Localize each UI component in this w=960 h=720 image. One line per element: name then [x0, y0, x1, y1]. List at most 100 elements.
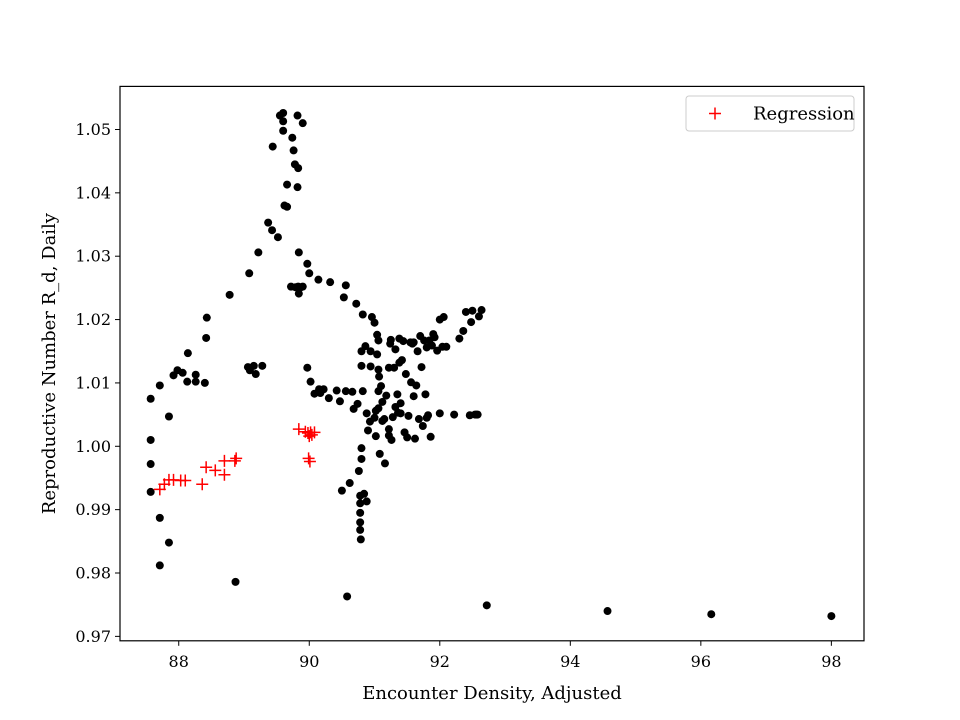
data-point	[390, 363, 399, 372]
series-regression	[153, 423, 321, 496]
data-point	[225, 290, 234, 299]
data-point	[374, 365, 383, 374]
data-point	[430, 333, 439, 342]
data-point	[388, 413, 397, 422]
data-point	[164, 412, 173, 421]
data-point	[324, 394, 333, 403]
legend-label-regression: Regression	[753, 104, 855, 125]
data-point	[191, 377, 200, 386]
data-point	[380, 459, 389, 468]
data-point	[435, 409, 444, 418]
y-tick-label: 1.01	[75, 373, 111, 392]
data-point	[183, 377, 192, 386]
data-point	[289, 146, 298, 155]
data-point	[356, 525, 365, 534]
regression-point	[228, 454, 241, 467]
data-point	[374, 404, 383, 413]
data-point	[396, 409, 405, 418]
data-point	[352, 299, 361, 308]
data-point	[303, 363, 312, 372]
legend-marker-regression	[709, 107, 721, 120]
data-point	[345, 479, 354, 488]
data-point	[231, 577, 240, 586]
data-point	[303, 259, 312, 268]
data-point	[404, 411, 413, 420]
data-point	[387, 435, 396, 444]
data-point	[427, 341, 436, 350]
data-point	[356, 518, 365, 527]
data-point	[183, 349, 192, 358]
data-point	[258, 361, 267, 370]
data-point	[426, 432, 435, 441]
y-tick-label: 1.03	[75, 247, 111, 266]
data-point	[412, 381, 421, 390]
regression-point	[305, 428, 318, 441]
data-point	[467, 318, 476, 327]
y-tick-label: 0.98	[75, 564, 111, 583]
plot-marks	[146, 109, 836, 621]
data-point	[358, 310, 367, 319]
data-point	[375, 372, 384, 381]
data-point	[283, 180, 292, 189]
data-point	[482, 601, 491, 610]
data-point	[337, 486, 346, 495]
data-point	[200, 378, 209, 387]
data-point	[424, 411, 433, 420]
data-point	[382, 391, 391, 400]
plot-frame	[119, 85, 865, 642]
data-point	[403, 433, 412, 442]
data-point	[268, 226, 277, 235]
data-point	[357, 454, 366, 463]
regression-point	[196, 478, 209, 491]
data-point	[146, 394, 155, 403]
data-point	[356, 535, 365, 544]
data-point	[370, 318, 379, 327]
x-tick-label: 92	[430, 652, 450, 671]
x-axis-label: Encounter Density, Adjusted	[362, 683, 622, 704]
data-point	[294, 248, 303, 257]
data-point	[332, 386, 341, 395]
data-point	[399, 337, 408, 346]
data-point	[341, 281, 350, 290]
data-point	[455, 334, 464, 343]
data-point	[146, 487, 155, 496]
data-point	[421, 390, 430, 399]
data-point	[298, 119, 307, 128]
legend: Regression	[685, 95, 855, 132]
y-axis-ticks: 0.97 0.98 0.99 1.00 1.01 1.02 1.03 1.04 1.05	[75, 120, 120, 646]
regression-point	[209, 464, 222, 477]
data-point	[249, 361, 258, 370]
regression-point	[200, 461, 213, 474]
data-point	[477, 306, 486, 315]
data-point	[146, 460, 155, 469]
data-point	[335, 397, 344, 406]
data-point	[375, 449, 384, 458]
x-tick-label: 94	[560, 652, 580, 671]
data-point	[366, 347, 375, 356]
data-point	[377, 382, 386, 391]
data-point	[361, 342, 370, 351]
data-point	[202, 333, 211, 342]
data-point	[314, 275, 323, 284]
series-observed	[146, 109, 836, 621]
data-point	[298, 282, 307, 291]
data-point	[294, 164, 303, 173]
data-point	[279, 117, 288, 126]
data-point	[396, 399, 405, 408]
data-point	[155, 561, 164, 570]
regression-point	[308, 426, 321, 439]
data-point	[362, 497, 371, 506]
data-point	[450, 410, 459, 419]
y-axis-label: Reproductive Number R_d, Daily	[39, 212, 60, 514]
y-tick-label: 1.04	[75, 183, 111, 202]
regression-point	[292, 423, 305, 436]
data-point	[603, 607, 612, 616]
data-point	[417, 363, 426, 372]
data-point	[348, 387, 357, 396]
data-point	[358, 387, 367, 396]
data-point	[293, 111, 302, 120]
data-point	[410, 434, 419, 443]
data-point	[707, 610, 716, 619]
data-point	[370, 413, 379, 422]
